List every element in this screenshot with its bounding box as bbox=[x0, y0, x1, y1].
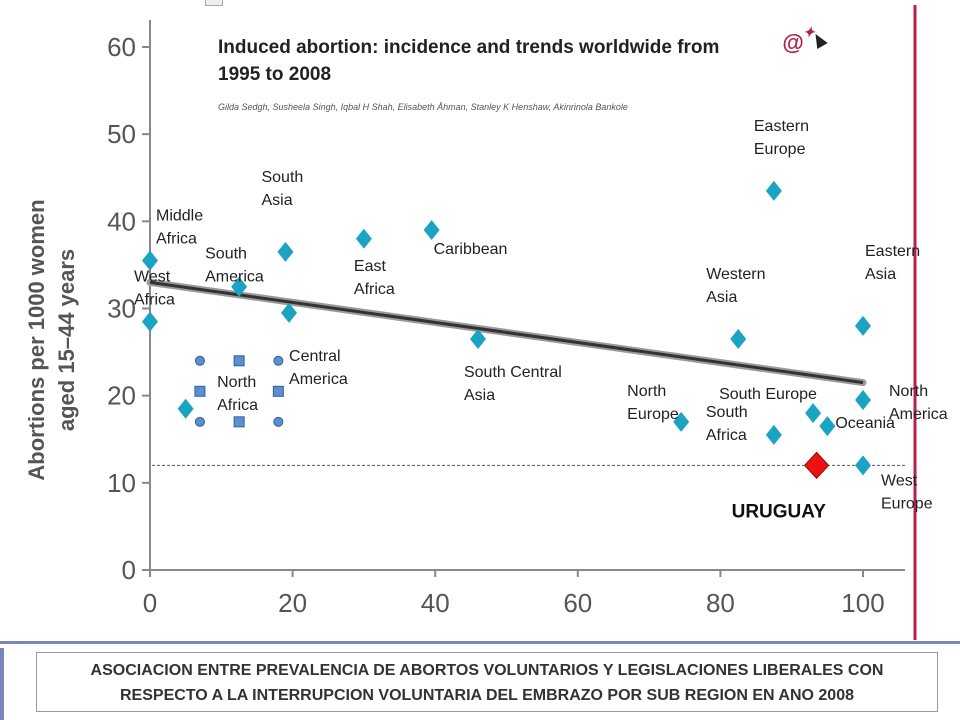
data-point-diamond bbox=[805, 403, 822, 424]
data-point-diamond bbox=[281, 302, 298, 323]
data-point-diamond bbox=[855, 455, 871, 476]
north-africa-square-marker bbox=[233, 416, 245, 428]
north-africa-square-marker bbox=[272, 385, 284, 397]
point-label: Asia bbox=[865, 266, 896, 283]
point-label: North bbox=[889, 383, 928, 400]
point-label: North bbox=[627, 383, 666, 400]
footer-caption: ASOCIACION ENTRE PREVALENCIA DE ABORTOS … bbox=[36, 652, 938, 712]
point-label: North bbox=[217, 374, 256, 391]
data-point-diamond bbox=[423, 220, 440, 241]
x-tick-label: 20 bbox=[278, 588, 307, 618]
data-point-diamond bbox=[355, 228, 372, 249]
trend-line bbox=[149, 280, 864, 385]
north-africa-square-marker bbox=[233, 355, 245, 367]
y-tick-label: 60 bbox=[107, 32, 136, 62]
data-point-diamond bbox=[730, 329, 747, 350]
point-label: Asia bbox=[261, 192, 292, 209]
y-tick-label: 50 bbox=[107, 119, 136, 149]
point-label: Eastern bbox=[754, 118, 809, 135]
y-axis-label-line1: Abortions per 1000 women bbox=[24, 199, 49, 480]
data-point-diamond bbox=[855, 315, 871, 336]
point-label: South bbox=[706, 404, 748, 421]
x-tick-label: 80 bbox=[706, 588, 735, 618]
y-tick-label: 40 bbox=[107, 206, 136, 236]
paper-authors: Gilda Sedgh, Susheela Singh, Iqbal H Sha… bbox=[218, 102, 628, 112]
x-tick-label: 40 bbox=[421, 588, 450, 618]
journal-logo-icon: @ ✦ bbox=[782, 24, 828, 56]
point-label: Europe bbox=[754, 141, 806, 158]
point-label: West bbox=[881, 472, 918, 489]
paper-header: Induced abortion: incidence and trends w… bbox=[218, 34, 778, 112]
y-tick-label: 30 bbox=[107, 294, 136, 324]
point-label: Oceania bbox=[835, 415, 895, 432]
footer-left-accent bbox=[0, 648, 4, 720]
north-africa-dot-marker bbox=[194, 355, 205, 366]
uruguay-point-diamond bbox=[803, 451, 830, 480]
x-tick-label: 0 bbox=[143, 588, 157, 618]
point-label: Eastern bbox=[865, 243, 920, 260]
data-point-diamond bbox=[142, 250, 158, 271]
y-axis-label-group: Abortions per 1000 women aged 15–44 years bbox=[24, 199, 79, 480]
north-africa-dot-marker bbox=[194, 416, 205, 427]
data-point-diamond bbox=[855, 390, 871, 411]
logo-at-text: @ bbox=[782, 30, 804, 55]
scatter-chart: 0 10 20 30 40 50 60 0 20 40 60 80 100 Abortions per 1… bbox=[24, 5, 948, 640]
data-point-diamond bbox=[819, 416, 836, 437]
data-point-diamond bbox=[177, 398, 194, 419]
point-label: Africa bbox=[217, 397, 258, 414]
point-label: America bbox=[205, 269, 264, 286]
data-point-diamond bbox=[765, 424, 782, 445]
y-tick-label: 20 bbox=[107, 381, 136, 411]
data-point-diamond bbox=[765, 180, 782, 201]
data-point-diamond bbox=[142, 311, 158, 332]
window-tab-marker bbox=[205, 0, 223, 6]
y-tick-label: 10 bbox=[107, 468, 136, 498]
y-tick-label: 0 bbox=[122, 555, 136, 585]
point-label: South Central bbox=[464, 364, 562, 381]
point-label: Europe bbox=[627, 406, 679, 423]
data-point-diamond bbox=[277, 241, 294, 262]
point-label: Africa bbox=[706, 427, 747, 444]
north-africa-dot-marker bbox=[273, 355, 284, 366]
point-label: South bbox=[205, 246, 247, 263]
point-label: Central bbox=[289, 348, 341, 365]
point-label: Caribbean bbox=[434, 241, 508, 258]
point-label: Africa bbox=[134, 292, 175, 309]
point-label: South bbox=[261, 169, 303, 186]
point-label: Asia bbox=[706, 289, 737, 306]
point-label: Africa bbox=[156, 231, 197, 248]
footer-divider bbox=[0, 641, 960, 644]
x-tick-label: 60 bbox=[563, 588, 592, 618]
point-label: Africa bbox=[354, 281, 395, 298]
point-label: America bbox=[889, 406, 948, 423]
point-label: West bbox=[134, 269, 171, 286]
point-label: East bbox=[354, 258, 387, 275]
north-africa-square-marker bbox=[194, 385, 206, 397]
footer-caption-line1: ASOCIACION ENTRE PREVALENCIA DE ABORTOS … bbox=[90, 662, 884, 679]
point-label: Europe bbox=[881, 495, 933, 512]
logo-star-icon: ✦ bbox=[803, 24, 815, 40]
data-point-diamond bbox=[231, 276, 248, 297]
point-label: Western bbox=[706, 266, 765, 283]
point-label: South Europe bbox=[719, 386, 817, 403]
x-tick-label: 100 bbox=[841, 588, 884, 618]
paper-title-line1: Induced abortion: incidence and trends w… bbox=[218, 37, 720, 58]
y-axis-label-line2: aged 15–44 years bbox=[54, 249, 79, 431]
point-label: Asia bbox=[464, 387, 495, 404]
point-label: Middle bbox=[156, 208, 203, 225]
uruguay-label: URUGUAY bbox=[732, 501, 827, 522]
paper-title-line2: 1995 to 2008 bbox=[218, 64, 332, 85]
data-point-diamond bbox=[673, 411, 690, 432]
point-label: America bbox=[289, 371, 348, 388]
footer-caption-line2: RESPECTO A LA INTERRUPCION VOLUNTARIA DE… bbox=[120, 687, 854, 704]
north-africa-dot-marker bbox=[273, 416, 284, 427]
data-point-diamond bbox=[469, 329, 486, 350]
